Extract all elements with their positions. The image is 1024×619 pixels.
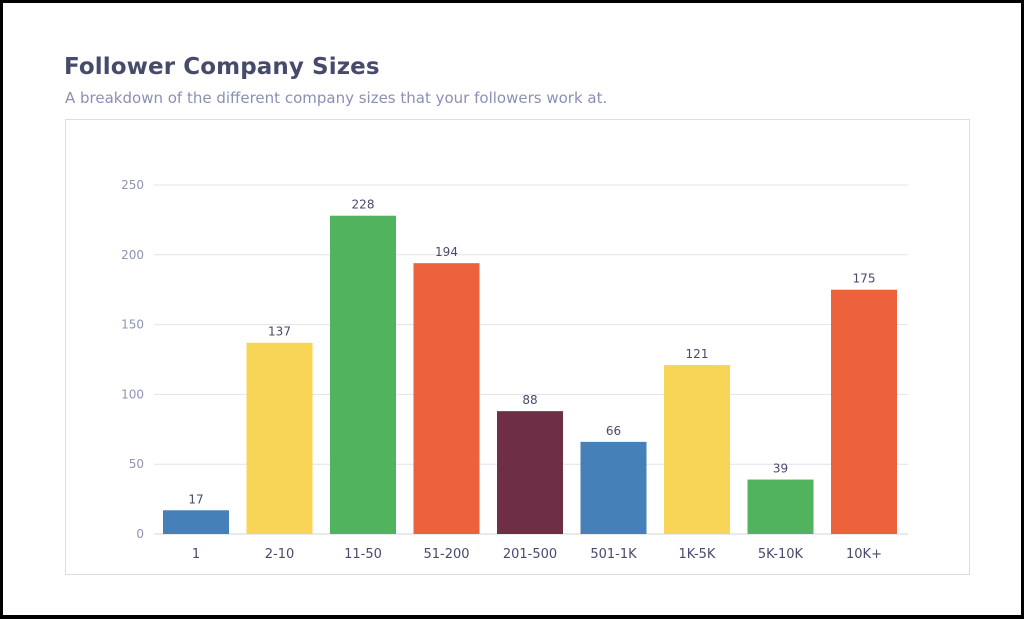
x-tick-label: 5K-10K xyxy=(758,547,804,562)
bar-value-label: 17 xyxy=(188,492,203,506)
bar-value-label: 175 xyxy=(853,272,876,286)
bar-chart: 0 50 100 150 200 250 17 1 137 2-10 228 11-50 194 51-2… xyxy=(121,178,908,562)
x-tick-label: 51-200 xyxy=(423,547,469,562)
bar[interactable] xyxy=(413,263,480,534)
bar-value-label: 88 xyxy=(522,393,537,407)
y-tick-label: 0 xyxy=(136,527,144,541)
bar-value-label: 66 xyxy=(606,424,621,438)
y-tick-label: 100 xyxy=(121,387,144,401)
bar[interactable] xyxy=(831,289,897,534)
chart-container: 0 50 100 150 200 250 17 1 137 2-10 228 11-50 194 51-2… xyxy=(65,119,970,575)
page-title: Follower Company Sizes xyxy=(64,54,380,80)
bar[interactable] xyxy=(330,215,396,534)
bar[interactable] xyxy=(747,479,814,534)
bar[interactable] xyxy=(664,365,730,534)
bar[interactable] xyxy=(580,441,647,534)
x-tick-label: 11-50 xyxy=(344,547,382,562)
bar-value-label: 39 xyxy=(773,462,788,476)
bar[interactable] xyxy=(163,510,229,534)
x-tick-label: 1K-5K xyxy=(679,547,716,562)
bar-value-label: 137 xyxy=(268,325,291,339)
y-tick-label: 250 xyxy=(121,178,144,192)
y-tick-label: 50 xyxy=(129,457,144,471)
x-tick-label: 1 xyxy=(192,547,200,562)
bar[interactable] xyxy=(497,411,563,534)
x-tick-label: 501-1K xyxy=(590,547,637,562)
x-tick-label: 2-10 xyxy=(265,547,295,562)
y-tick-label: 150 xyxy=(121,318,144,332)
page-subtitle: A breakdown of the different company siz… xyxy=(65,89,608,107)
bar[interactable] xyxy=(246,342,313,534)
bar-value-label: 121 xyxy=(686,347,709,361)
x-tick-label: 10K+ xyxy=(846,547,882,562)
x-tick-label: 201-500 xyxy=(503,547,557,562)
y-tick-label: 200 xyxy=(121,248,144,262)
bar-value-label: 194 xyxy=(435,245,458,259)
bar-value-label: 228 xyxy=(352,198,375,212)
